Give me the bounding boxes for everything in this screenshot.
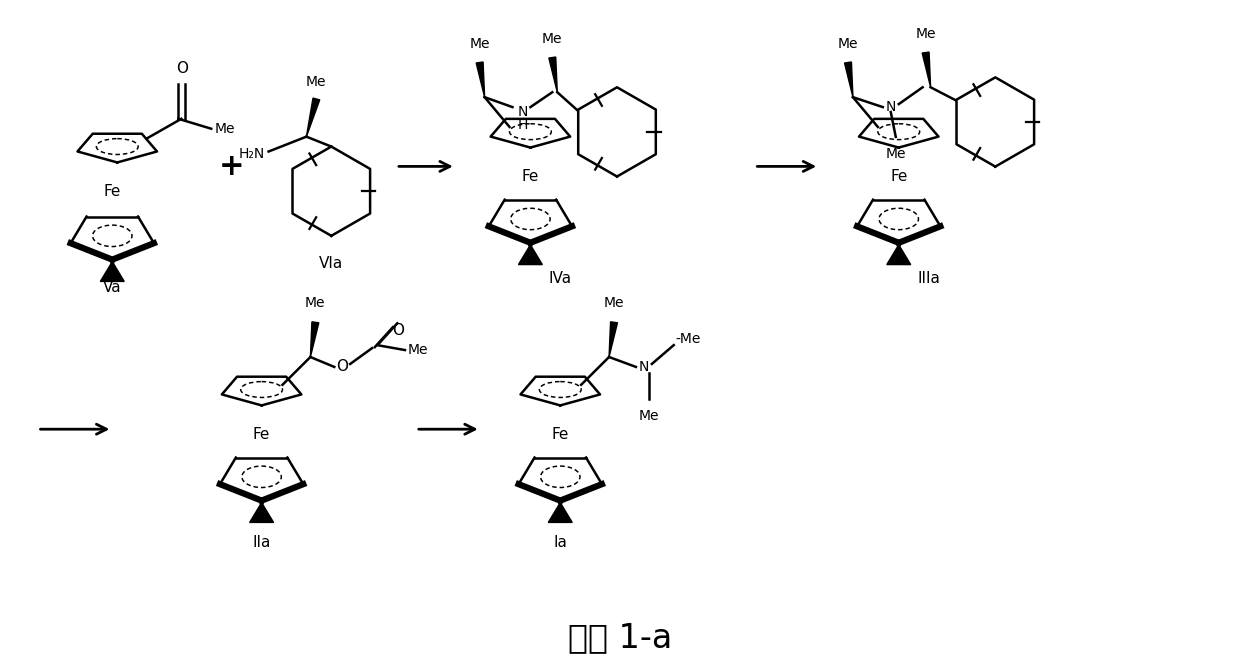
- Text: H: H: [517, 118, 528, 132]
- Text: Me: Me: [305, 297, 326, 311]
- Polygon shape: [310, 322, 319, 357]
- Text: Fe: Fe: [890, 169, 908, 184]
- Polygon shape: [609, 322, 618, 357]
- Polygon shape: [249, 502, 274, 522]
- Polygon shape: [923, 52, 930, 88]
- Text: Me: Me: [408, 343, 429, 357]
- Text: Va: Va: [103, 281, 122, 295]
- Text: VIa: VIa: [319, 256, 343, 271]
- Text: H₂N: H₂N: [238, 146, 264, 160]
- Text: IVa: IVa: [549, 271, 572, 285]
- Polygon shape: [548, 502, 572, 522]
- Polygon shape: [476, 62, 485, 97]
- Polygon shape: [518, 244, 542, 265]
- Text: Me: Me: [639, 409, 660, 423]
- Text: -Me: -Me: [676, 332, 701, 346]
- Text: O: O: [336, 359, 348, 375]
- Polygon shape: [549, 57, 557, 92]
- Text: Me: Me: [604, 297, 624, 311]
- Text: Me: Me: [915, 27, 936, 41]
- Text: Me: Me: [215, 122, 234, 136]
- Text: O: O: [392, 323, 404, 338]
- Polygon shape: [887, 244, 910, 265]
- Text: Me: Me: [838, 37, 858, 51]
- Text: N: N: [517, 105, 528, 119]
- Text: Me: Me: [306, 75, 326, 89]
- Text: 路线 1-a: 路线 1-a: [568, 621, 672, 654]
- Text: N: N: [639, 360, 649, 374]
- Polygon shape: [100, 262, 124, 281]
- Polygon shape: [844, 62, 853, 97]
- Text: Fe: Fe: [253, 427, 270, 442]
- Text: Fe: Fe: [552, 427, 569, 442]
- Text: O: O: [176, 61, 188, 76]
- Text: +: +: [219, 152, 244, 181]
- Text: Me: Me: [470, 37, 490, 51]
- Text: IIIa: IIIa: [918, 271, 940, 285]
- Text: Me: Me: [542, 31, 563, 45]
- Text: Ia: Ia: [553, 535, 567, 550]
- Text: Fe: Fe: [104, 184, 122, 198]
- Text: Fe: Fe: [522, 169, 539, 184]
- Polygon shape: [306, 98, 320, 137]
- Text: N: N: [885, 100, 897, 114]
- Text: IIa: IIa: [253, 535, 270, 550]
- Text: Me: Me: [885, 147, 906, 161]
